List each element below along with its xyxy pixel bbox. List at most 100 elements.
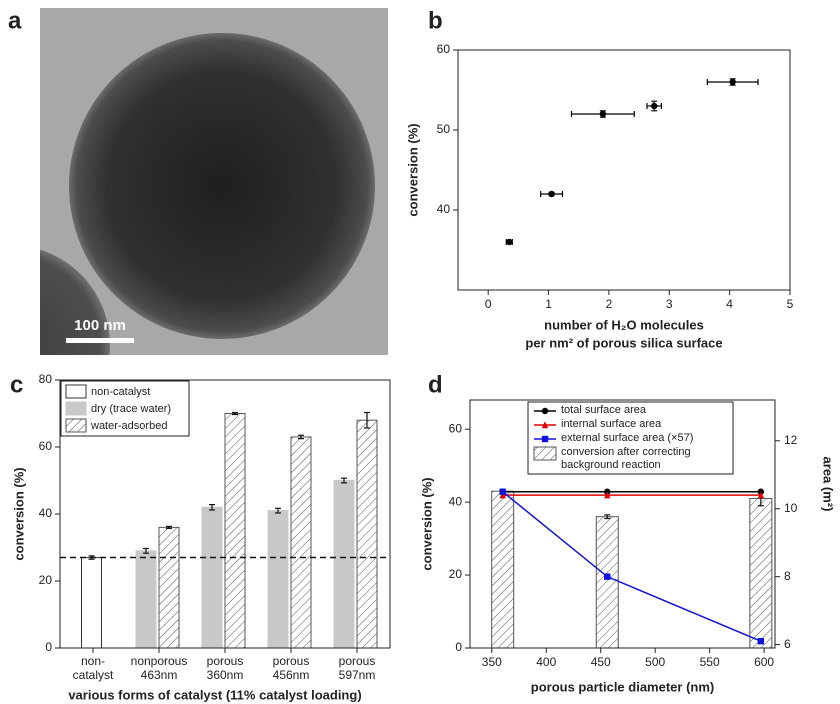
plot-frame [457, 49, 791, 291]
legend-label: external surface area (×57) [561, 432, 694, 444]
x-tick-label: 350 [482, 655, 502, 669]
point [729, 78, 736, 86]
marker [757, 638, 765, 645]
bar [333, 480, 355, 649]
point [650, 102, 658, 110]
legend-swatch [65, 418, 87, 433]
y-tick-label: 0 [45, 640, 52, 654]
legend-label-box: external surface area (×57) [561, 432, 694, 444]
y-tick-label: 20 [39, 573, 53, 587]
bar [491, 490, 515, 649]
y-tick-label: 40 [437, 202, 451, 216]
particle-secondary-texture [40, 249, 110, 355]
y2-tick-label: 8 [784, 569, 791, 583]
x-tick-label: 597nm [339, 668, 376, 682]
y-tick-label: 0 [455, 640, 462, 654]
x-tick-label: 5 [787, 297, 794, 311]
legend-marker [541, 407, 549, 415]
y-tick-label: 60 [449, 421, 463, 435]
x-tick-label: 600 [754, 655, 774, 669]
x-tick-label: 550 [700, 655, 720, 669]
legend-label: water-adsorbed [90, 420, 167, 432]
legend-swatch [65, 384, 87, 399]
marker [604, 491, 611, 499]
y-tick-label: 50 [437, 122, 451, 136]
legend-label: conversion after correcting background r… [561, 446, 691, 471]
y2-tick-label: 10 [784, 501, 798, 515]
panel-label: b [428, 7, 443, 34]
panel-label: c [10, 371, 23, 398]
point [506, 238, 513, 246]
bar [201, 506, 223, 649]
point [548, 190, 555, 198]
legend-label: internal surface area [561, 418, 662, 430]
x-tick-label: 500 [645, 655, 665, 669]
x-axis-label: number of H₂O molecules [544, 317, 704, 332]
y-tick-label: 20 [449, 567, 463, 581]
x-tick-label: 456nm [273, 668, 310, 682]
bar [267, 510, 289, 649]
x-tick-label: non- [81, 654, 105, 668]
legend-box [527, 401, 734, 475]
marker [499, 488, 506, 495]
x-axis-label: porous particle diameter (nm) [531, 679, 714, 694]
bar [290, 436, 312, 649]
bar [81, 557, 102, 649]
scale-bar-label: 100 nm [74, 317, 126, 334]
point [599, 110, 607, 118]
x-tick-label: 463nm [141, 668, 178, 682]
panel-label: a [8, 7, 22, 34]
y-tick-label: 60 [39, 439, 53, 453]
legend-label: total surface area [561, 404, 646, 416]
x-tick-label: 400 [536, 655, 556, 669]
bar [595, 516, 619, 649]
x-tick-label: 360nm [207, 668, 244, 682]
bar [749, 497, 773, 649]
bar [158, 526, 180, 649]
x-tick-label: porous [273, 654, 310, 668]
legend-label-box: total surface area [561, 404, 646, 416]
x-tick-label: 2 [606, 297, 613, 311]
plot-frame [59, 379, 391, 649]
scale-bar [66, 338, 134, 343]
y-tick-label: 80 [39, 372, 53, 386]
y-tick-label: 60 [437, 42, 451, 56]
marker [604, 573, 611, 580]
bar [356, 419, 378, 649]
y-tick-label: 40 [449, 494, 463, 508]
micrograph [40, 8, 388, 355]
panel-label: d [428, 371, 443, 398]
legend-label: non-catalyst [91, 386, 150, 398]
x-axis-label: various forms of catalyst (11% catalyst … [68, 687, 361, 702]
line [502, 491, 762, 642]
x-tick-label: porous [339, 654, 376, 668]
legend-swatch [533, 446, 557, 461]
legend-label-box: internal surface area [561, 418, 662, 430]
legend-marker [541, 421, 549, 429]
bar [135, 550, 157, 649]
y2-axis-label: area (m²) [821, 457, 836, 512]
marker [757, 491, 765, 499]
legend-marker [541, 435, 549, 443]
x-axis-label: per nm² of porous silica surface [525, 335, 722, 350]
x-tick-label: 0 [485, 297, 492, 311]
x-tick-label: 1 [545, 297, 552, 311]
y-tick-label: 40 [39, 506, 53, 520]
bar [224, 413, 246, 649]
y2-tick-label: 6 [784, 637, 791, 651]
plot-frame [469, 399, 776, 649]
x-tick-label: 4 [726, 297, 733, 311]
particle-main-texture [69, 33, 375, 339]
y-axis-label: conversion (%) [11, 467, 26, 560]
legend-label-box: conversion after correcting background r… [561, 446, 691, 471]
legend-label: dry (trace water) [91, 403, 171, 415]
x-tick-label: nonporous [131, 654, 188, 668]
legend-swatch [65, 401, 87, 416]
x-tick-label: catalyst [73, 668, 114, 682]
x-tick-label: 450 [591, 655, 611, 669]
x-tick-label: 3 [666, 297, 673, 311]
y-axis-label: conversion (%) [419, 477, 434, 570]
x-tick-label: porous [207, 654, 244, 668]
y2-tick-label: 12 [784, 433, 798, 447]
